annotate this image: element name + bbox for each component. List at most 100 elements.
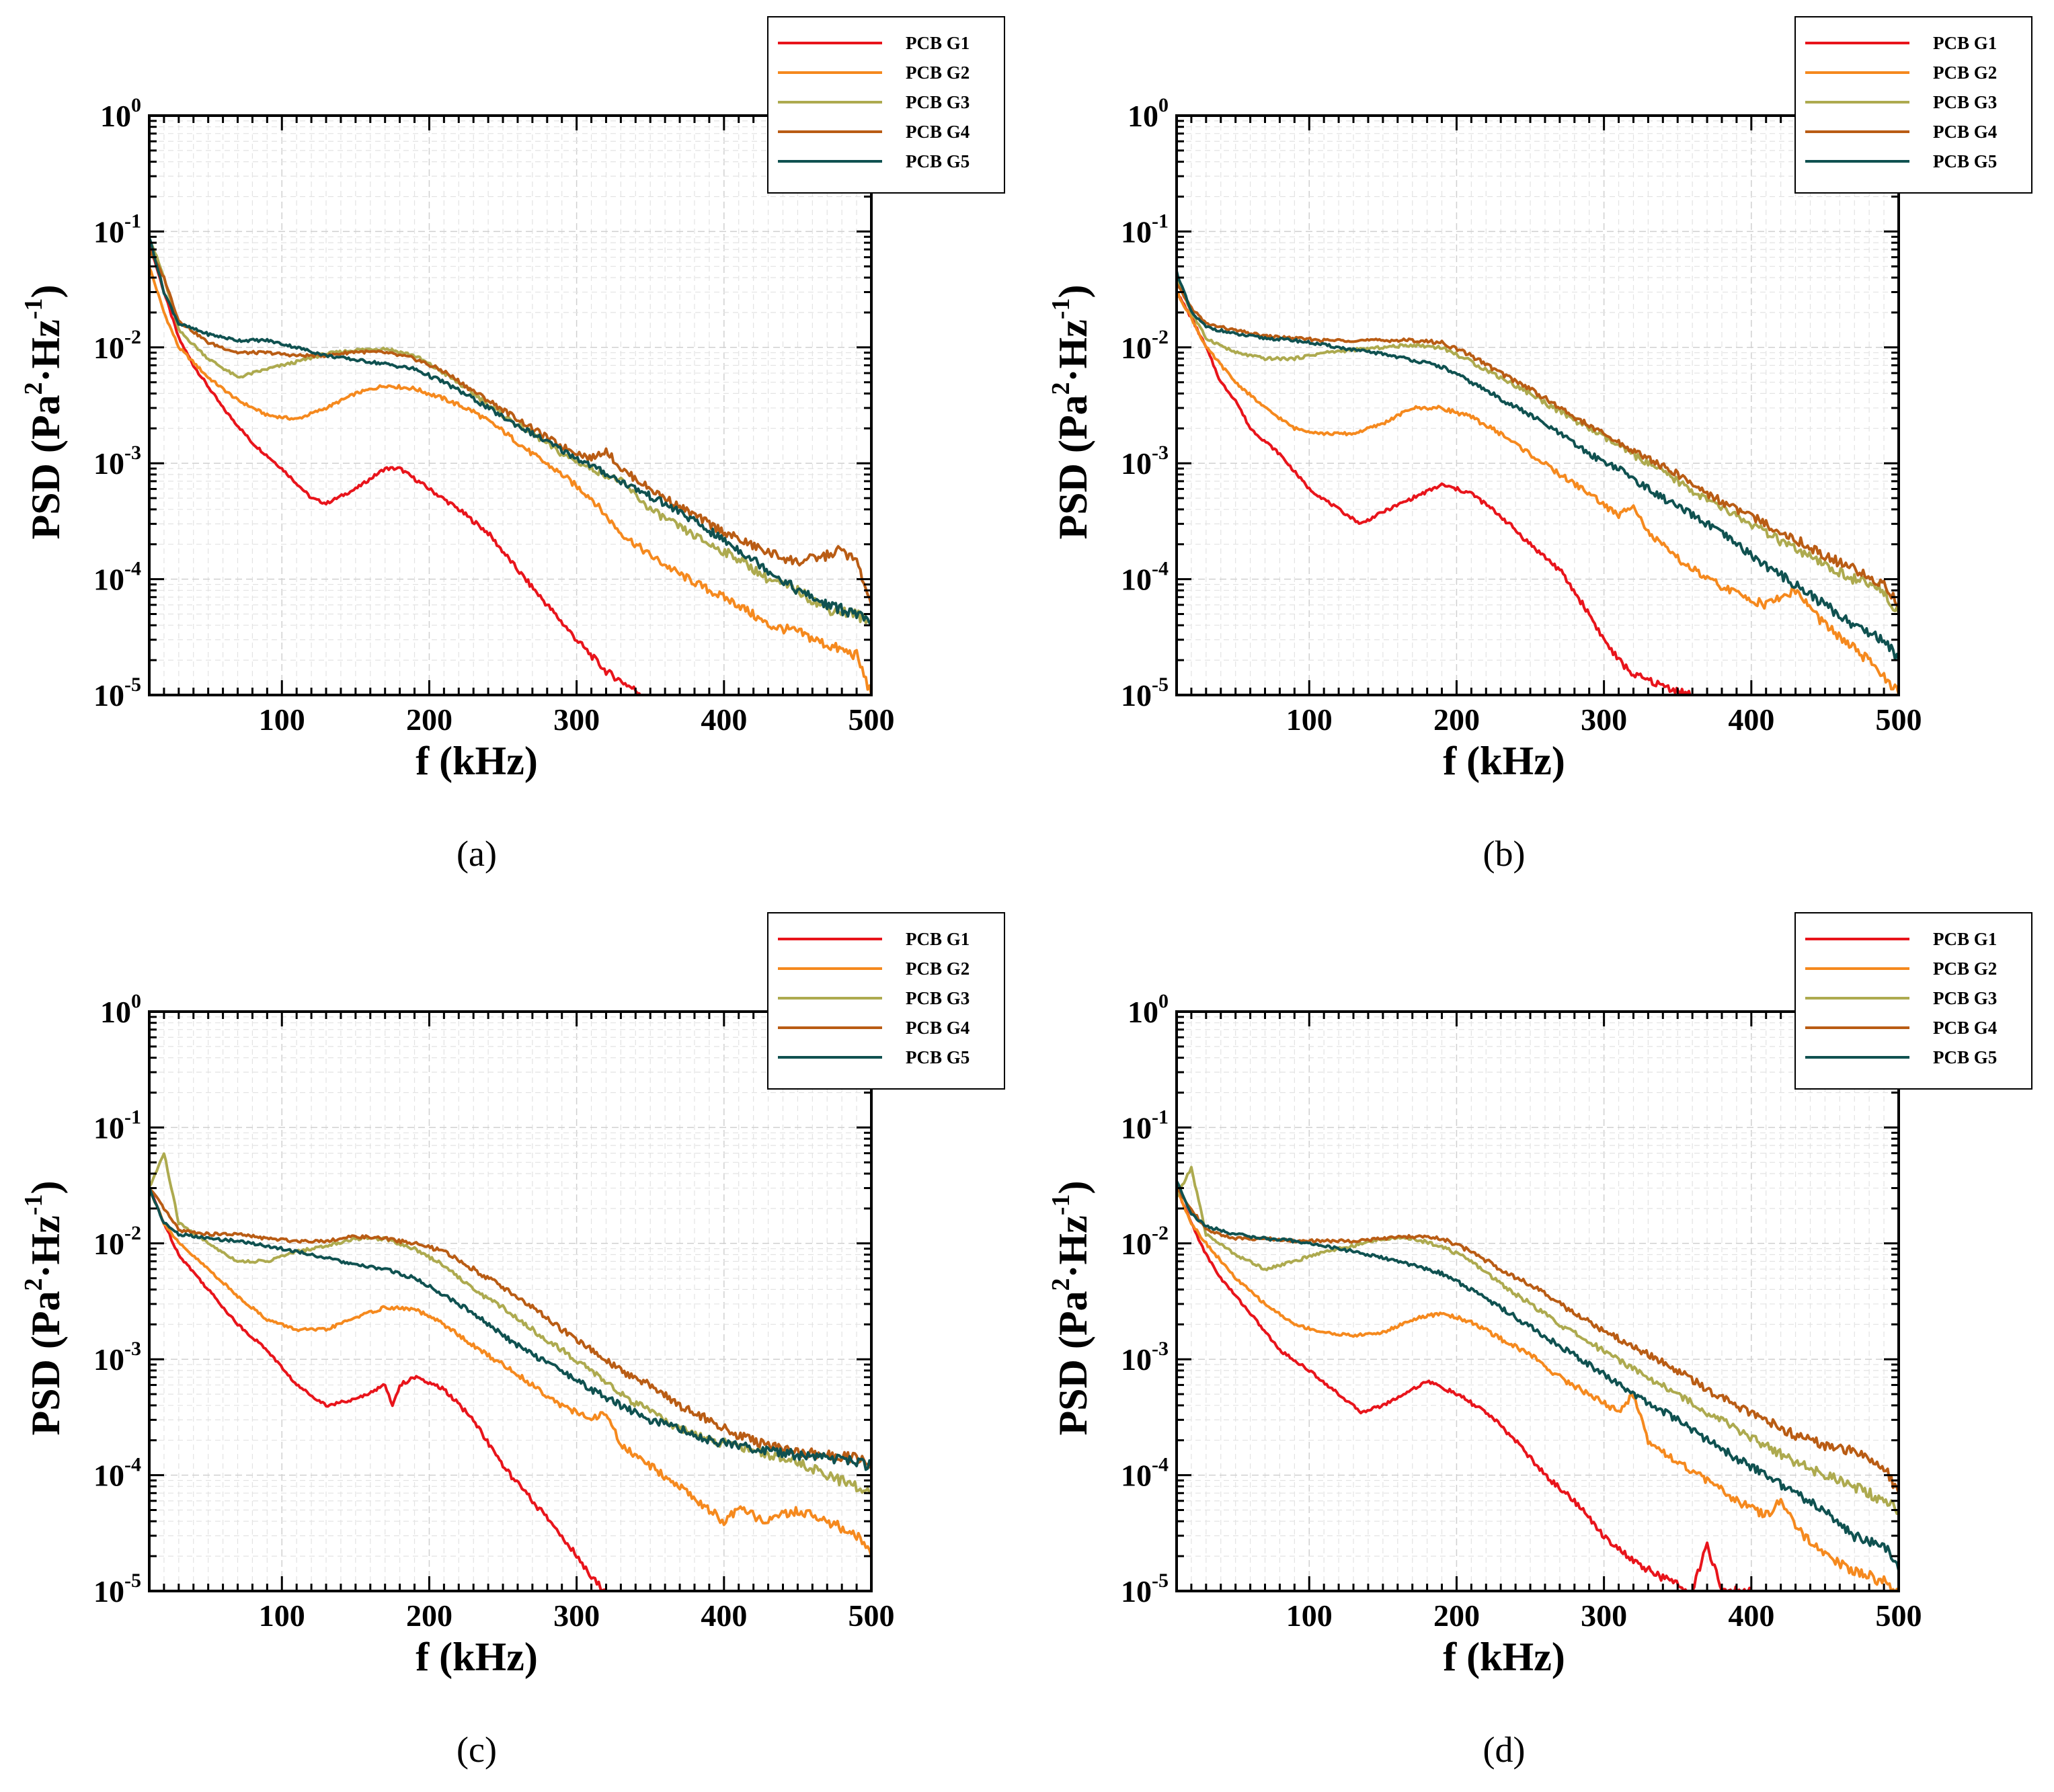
x-tick-label: 200 xyxy=(406,1598,452,1633)
x-axis-label: f (kHz) xyxy=(1443,1635,1565,1679)
series-line-pcb-g5 xyxy=(1177,270,1899,662)
panel-b: 100 200 300 400 500 10-5 10-4 10-3 10-2 10-1 100 f … xyxy=(1027,0,2054,896)
legend: PCB G1 PCB G2 PCB G3 PCB G4 PCB G5 xyxy=(767,16,1005,194)
x-tick-label: 100 xyxy=(1286,1598,1333,1633)
y-axis: 10-5 10-4 10-3 10-2 10-1 100 xyxy=(93,990,871,1608)
series-group xyxy=(149,236,871,695)
x-axis-label: f (kHz) xyxy=(1443,739,1565,783)
series-line-pcb-g2 xyxy=(1177,291,1899,695)
series-line-pcb-g2 xyxy=(1177,1187,1899,1591)
series-line-pcb-g3 xyxy=(1177,275,1899,616)
x-tick-label: 400 xyxy=(701,702,747,737)
y-axis-label: PSD (Pa2·Hz-1) xyxy=(1047,1181,1095,1436)
x-tick-label: 300 xyxy=(1581,702,1627,737)
legend-entry: PCB G4 xyxy=(1933,1018,1997,1038)
y-tick-label: 10-3 xyxy=(93,1338,141,1377)
x-axis: 100 200 300 400 500 xyxy=(1190,116,1922,737)
y-tick-label: 100 xyxy=(100,990,141,1029)
y-tick-label: 10-2 xyxy=(1121,1222,1169,1261)
legend-entry: PCB G1 xyxy=(1933,33,1997,53)
y-tick-label: 10-5 xyxy=(1121,1570,1169,1608)
chart-a: 100 200 300 400 500 10-5 10-4 10-3 10-2 10-1 100 f … xyxy=(19,16,1005,874)
y-tick-label: 10-1 xyxy=(1121,1106,1169,1145)
y-tick-label: 10-3 xyxy=(93,442,141,481)
y-tick-label: 10-2 xyxy=(93,326,141,365)
legend-entry: PCB G2 xyxy=(906,63,970,83)
x-tick-label: 200 xyxy=(1433,702,1480,737)
grid xyxy=(1177,116,1899,695)
x-axis-label: f (kHz) xyxy=(416,739,538,783)
legend-box xyxy=(767,16,1005,194)
panel-caption: (d) xyxy=(1483,1729,1526,1770)
x-tick-label: 500 xyxy=(848,1598,895,1633)
series-line-pcb-g4 xyxy=(149,249,871,606)
series-line-pcb-g4 xyxy=(1177,1186,1899,1495)
legend-box xyxy=(767,912,1005,1090)
legend-entry: PCB G4 xyxy=(1933,122,1997,142)
legend-entry: PCB G2 xyxy=(906,959,970,979)
y-tick-label: 10-4 xyxy=(93,558,141,597)
legend-entry: PCB G3 xyxy=(1933,988,1997,1008)
legend-box xyxy=(1794,16,2032,194)
x-tick-label: 200 xyxy=(1433,1598,1480,1633)
plot-frame xyxy=(1175,1010,1900,1592)
y-tick-label: 10-1 xyxy=(1121,210,1169,249)
legend-entry: PCB G5 xyxy=(1933,1047,1997,1067)
legend-box xyxy=(1794,912,2032,1090)
y-tick-label: 10-2 xyxy=(1121,326,1169,365)
legend-entry: PCB G4 xyxy=(906,122,970,142)
panel-c: 100 200 300 400 500 10-5 10-4 10-3 10-2 10-1 100 f … xyxy=(0,896,1027,1792)
y-tick-label: 10-1 xyxy=(93,1106,141,1145)
panel-d: 100 200 300 400 500 10-5 10-4 10-3 10-2 10-1 100 f … xyxy=(1027,896,2054,1792)
panel-caption: (b) xyxy=(1483,833,1526,874)
series-line-pcb-g2 xyxy=(149,1186,871,1558)
legend-entry: PCB G5 xyxy=(906,1047,970,1067)
panel-a: 100 200 300 400 500 10-5 10-4 10-3 10-2 10-1 100 f … xyxy=(0,0,1027,896)
legend: PCB G1 PCB G2 PCB G3 PCB G4 PCB G5 xyxy=(767,912,1005,1090)
plot-frame xyxy=(148,114,873,696)
legend-entry: PCB G3 xyxy=(1933,92,1997,112)
legend-entry: PCB G5 xyxy=(906,151,970,171)
panel-caption: (a) xyxy=(457,833,497,874)
x-tick-label: 400 xyxy=(701,1598,747,1633)
series-line-pcb-g4 xyxy=(149,1186,871,1469)
series-line-pcb-g1 xyxy=(149,1186,608,1591)
chart-b: 100 200 300 400 500 10-5 10-4 10-3 10-2 10-1 100 f … xyxy=(1047,16,2032,874)
y-tick-label: 10-5 xyxy=(93,1570,141,1608)
x-tick-label: 400 xyxy=(1728,702,1774,737)
legend-entry: PCB G2 xyxy=(1933,63,1997,83)
plot-frame xyxy=(1175,114,1900,696)
x-axis: 100 200 300 400 500 xyxy=(1190,1012,1922,1633)
series-group xyxy=(149,1152,871,1591)
x-tick-label: 500 xyxy=(1876,1598,1922,1633)
y-tick-label: 10-3 xyxy=(1121,1338,1169,1377)
legend-entry: PCB G1 xyxy=(906,33,970,53)
y-tick-label: 10-4 xyxy=(1121,1454,1169,1493)
legend-entry: PCB G1 xyxy=(906,929,970,949)
x-axis: 100 200 300 400 500 xyxy=(163,1012,895,1633)
x-axis-label: f (kHz) xyxy=(416,1635,538,1679)
legend-entry: PCB G5 xyxy=(1933,151,1997,171)
series-line-pcb-g4 xyxy=(1177,282,1899,607)
y-axis-label: PSD (Pa2·Hz-1) xyxy=(19,1181,68,1436)
legend: PCB G1 PCB G2 PCB G3 PCB G4 PCB G5 xyxy=(1794,912,2032,1090)
series-line-pcb-g5 xyxy=(1177,1179,1899,1572)
x-tick-label: 500 xyxy=(848,702,895,737)
series-group xyxy=(1177,1166,1899,1591)
y-tick-label: 10-2 xyxy=(93,1222,141,1261)
grid xyxy=(1177,1012,1899,1591)
y-tick-label: 10-1 xyxy=(93,210,141,249)
legend-entry: PCB G3 xyxy=(906,92,970,112)
legend-entry: PCB G4 xyxy=(906,1018,970,1038)
series-line-pcb-g1 xyxy=(1177,1186,1753,1591)
series-line-pcb-g5 xyxy=(149,1186,871,1471)
x-tick-label: 200 xyxy=(406,702,452,737)
plot-frame xyxy=(148,1010,873,1592)
y-axis: 10-5 10-4 10-3 10-2 10-1 100 xyxy=(1121,94,1899,712)
x-tick-label: 300 xyxy=(1581,1598,1627,1633)
x-tick-label: 100 xyxy=(259,702,305,737)
panel-caption: (c) xyxy=(457,1729,497,1770)
y-tick-label: 100 xyxy=(100,94,141,133)
series-line-pcb-g3 xyxy=(1177,1166,1899,1515)
x-tick-label: 400 xyxy=(1728,1598,1774,1633)
